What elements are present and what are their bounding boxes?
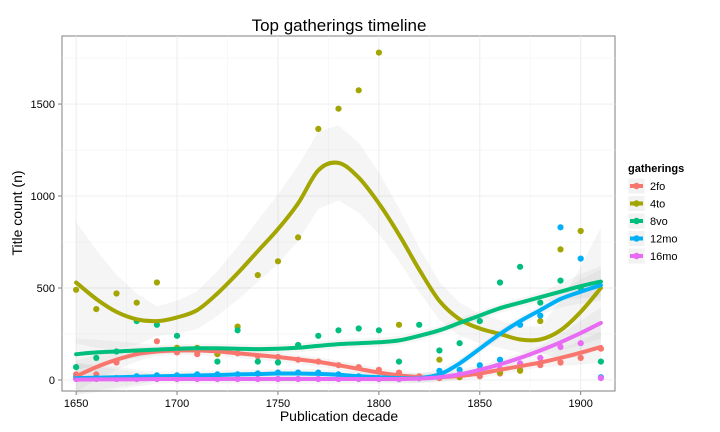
point-8vo bbox=[476, 318, 483, 325]
legend-key-point bbox=[633, 217, 640, 225]
point-4to bbox=[335, 105, 342, 112]
legend-key-point bbox=[633, 252, 640, 260]
point-8vo bbox=[254, 358, 261, 365]
x-tick-label: 1750 bbox=[266, 398, 290, 410]
point-2fo bbox=[557, 359, 564, 366]
point-12mo bbox=[557, 224, 564, 231]
x-tick-label: 1650 bbox=[64, 398, 88, 410]
trend-line-12mo bbox=[74, 283, 603, 381]
x-tick-label: 1700 bbox=[165, 398, 189, 410]
point-8vo bbox=[214, 358, 221, 365]
point-8vo bbox=[153, 321, 160, 328]
point-4to bbox=[73, 286, 80, 293]
point-12mo bbox=[476, 362, 483, 369]
point-8vo bbox=[73, 364, 80, 371]
point-4to bbox=[254, 272, 261, 279]
chart-title: Top gatherings timeline bbox=[252, 16, 427, 35]
point-4to bbox=[315, 125, 322, 132]
point-4to bbox=[557, 246, 564, 253]
point-8vo bbox=[517, 263, 524, 270]
point-8vo bbox=[557, 277, 564, 284]
legend-item-4to: 4to bbox=[627, 195, 665, 212]
legend-item-12mo: 12mo bbox=[627, 230, 678, 247]
point-4to bbox=[395, 321, 403, 328]
y-tick-label: 1000 bbox=[31, 191, 55, 203]
trend-line-4to bbox=[74, 160, 603, 343]
grid-lines bbox=[62, 36, 615, 391]
legend-label: 8vo bbox=[650, 216, 668, 228]
y-tick-label: 1500 bbox=[31, 99, 55, 111]
point-4to bbox=[295, 234, 302, 241]
legend-label: 4to bbox=[650, 199, 665, 211]
point-4to bbox=[113, 290, 120, 297]
confidence-band-12mo bbox=[76, 269, 601, 394]
x-axis-ticks: 1650 1700 1750 1800 1850 1900 bbox=[64, 391, 593, 410]
point-8vo bbox=[335, 327, 342, 334]
legend-key-point bbox=[633, 235, 640, 242]
legend: gatherings 2fo 4to 8vo 12mo 16mo bbox=[627, 163, 684, 265]
x-tick-label: 1800 bbox=[367, 398, 391, 410]
x-axis-title: Publication decade bbox=[280, 408, 399, 424]
point-4to bbox=[274, 258, 282, 265]
legend-item-16mo: 16mo bbox=[627, 247, 678, 265]
point-8vo bbox=[234, 327, 241, 334]
point-4to bbox=[436, 356, 443, 363]
point-2fo bbox=[577, 354, 584, 361]
point-16mo bbox=[537, 354, 544, 361]
point-8vo bbox=[355, 325, 362, 332]
point-16mo bbox=[597, 375, 605, 382]
point-2fo bbox=[153, 338, 160, 345]
trend-lines bbox=[74, 160, 603, 382]
point-4to bbox=[577, 227, 584, 235]
y-tick-label: 500 bbox=[37, 283, 55, 295]
x-tick-label: 1900 bbox=[568, 398, 592, 410]
point-8vo bbox=[274, 359, 282, 366]
point-8vo bbox=[173, 332, 181, 339]
point-4to bbox=[93, 306, 100, 313]
legend-label: 16mo bbox=[650, 251, 678, 263]
confidence-band-8vo bbox=[76, 265, 601, 370]
point-8vo bbox=[436, 347, 443, 354]
point-4to bbox=[375, 49, 382, 56]
x-tick-label: 1850 bbox=[468, 398, 492, 410]
y-axis-ticks: 0 500 1000 1500 bbox=[31, 99, 62, 387]
point-16mo bbox=[577, 340, 584, 347]
point-4to bbox=[355, 87, 362, 94]
point-8vo bbox=[315, 332, 322, 339]
point-4to bbox=[153, 279, 160, 286]
point-4to bbox=[517, 367, 524, 374]
legend-label: 2fo bbox=[650, 181, 665, 193]
legend-item-8vo: 8vo bbox=[627, 212, 668, 230]
trend-line-8vo bbox=[74, 279, 603, 357]
point-2fo bbox=[194, 351, 201, 358]
y-axis-title: Title count (n) bbox=[9, 170, 25, 255]
legend-item-2fo: 2fo bbox=[627, 177, 665, 195]
point-8vo bbox=[395, 358, 403, 365]
point-4to bbox=[133, 299, 140, 306]
legend-title: gatherings bbox=[628, 163, 684, 175]
point-16mo bbox=[557, 343, 564, 350]
point-8vo bbox=[375, 327, 382, 334]
point-8vo bbox=[537, 299, 544, 306]
trend-line-16mo bbox=[74, 320, 603, 382]
legend-key-point bbox=[633, 182, 640, 190]
point-8vo bbox=[496, 279, 504, 286]
point-12mo bbox=[456, 366, 463, 373]
point-12mo bbox=[537, 312, 544, 319]
point-12mo bbox=[496, 356, 504, 363]
point-8vo bbox=[456, 340, 463, 347]
y-tick-label: 0 bbox=[49, 375, 55, 387]
point-4to bbox=[537, 318, 544, 325]
point-8vo bbox=[93, 354, 100, 361]
point-8vo bbox=[416, 321, 423, 328]
point-12mo bbox=[577, 255, 584, 262]
point-8vo bbox=[597, 358, 605, 365]
legend-label: 12mo bbox=[650, 234, 678, 246]
legend-key-point bbox=[633, 200, 640, 207]
